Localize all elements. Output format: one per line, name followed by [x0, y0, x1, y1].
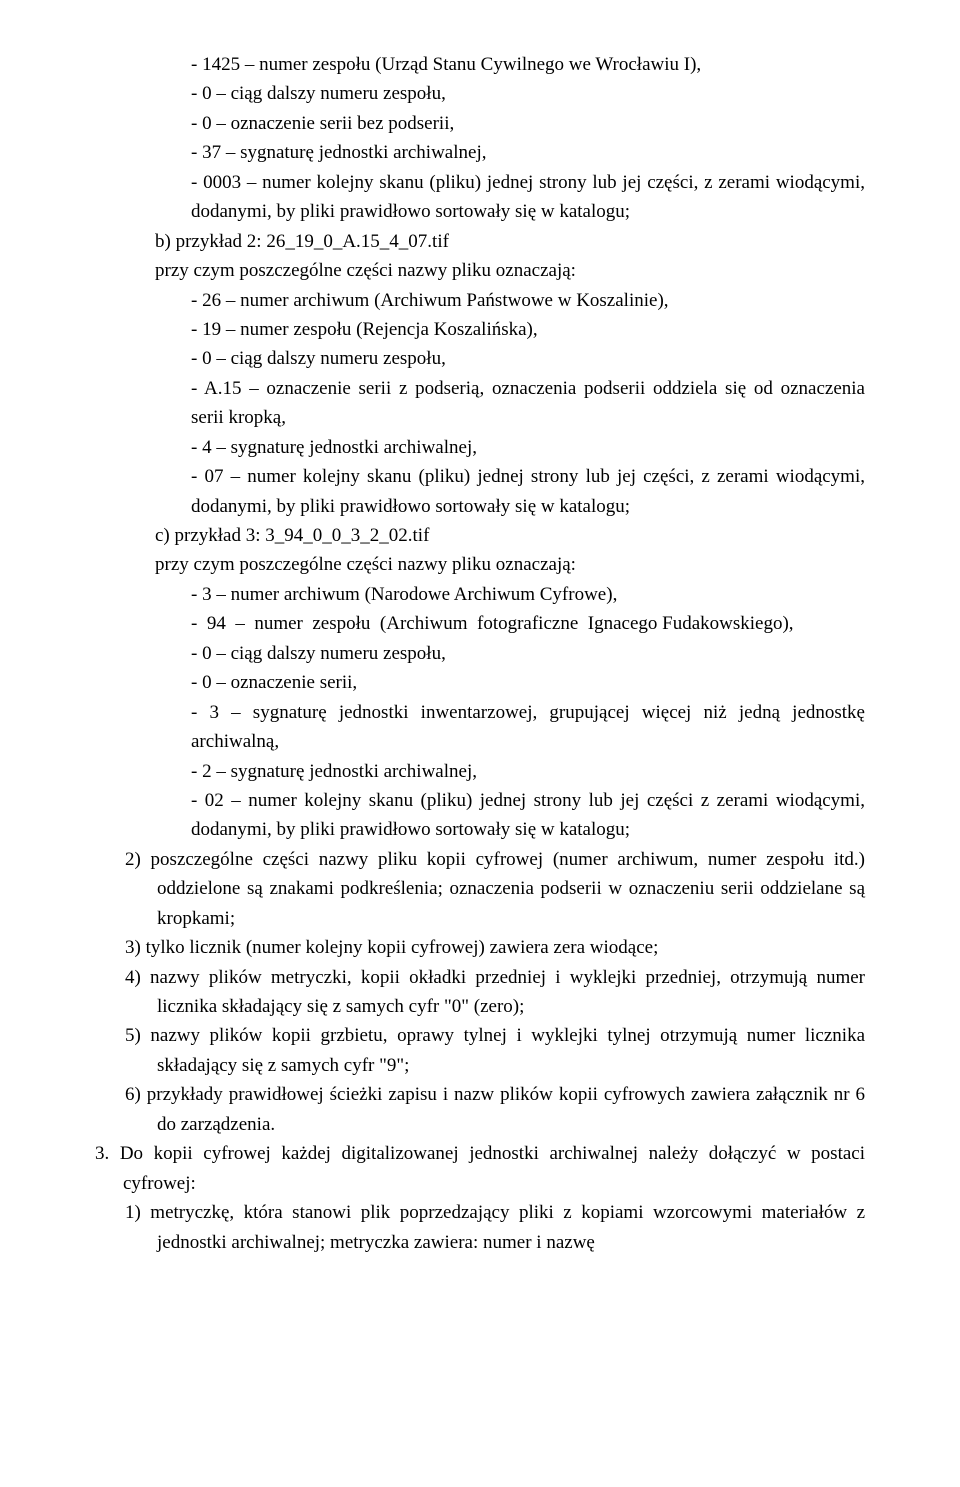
list-item: - 0 – oznaczenie serii, — [191, 668, 865, 697]
list-item: - 02 – numer kolejny skanu (pliku) jedne… — [191, 786, 865, 845]
numbered-item-6: 6) przykłady prawidłowej ścieżki zapisu … — [125, 1080, 865, 1139]
list-item: - 0 – ciąg dalszy numeru zespołu, — [191, 639, 865, 668]
list-item: - 1425 – numer zespołu (Urząd Stanu Cywi… — [191, 50, 865, 79]
numbered-item-5: 5) nazwy plików kopii grzbietu, oprawy t… — [125, 1021, 865, 1080]
list-item: - 94 – numer zespołu (Archiwum fotografi… — [191, 609, 865, 638]
list-item: - 0 – oznaczenie serii bez podserii, — [191, 109, 865, 138]
document-page: - 1425 – numer zespołu (Urząd Stanu Cywi… — [0, 0, 960, 1307]
sub-intro-b: przy czym poszczególne części nazwy plik… — [155, 256, 865, 285]
numbered-item-3: 3) tylko licznik (numer kolejny kopii cy… — [125, 933, 865, 962]
list-item: - 2 – sygnaturę jednostki archiwalnej, — [191, 757, 865, 786]
list-item: - 3 – sygnaturę jednostki inwentarzowej,… — [191, 698, 865, 757]
list-item: - A.15 – oznaczenie serii z podserią, oz… — [191, 374, 865, 433]
numbered-item-4: 4) nazwy plików metryczki, kopii okładki… — [125, 963, 865, 1022]
numbered-item-3-1: 1) metryczkę, która stanowi plik poprzed… — [125, 1198, 865, 1257]
sub-heading-b: b) przykład 2: 26_19_0_A.15_4_07.tif — [155, 227, 865, 256]
sub-heading-c: c) przykład 3: 3_94_0_0_3_2_02.tif — [155, 521, 865, 550]
list-item: - 19 – numer zespołu (Rejencja Koszalińs… — [191, 315, 865, 344]
list-item: - 0 – ciąg dalszy numeru zespołu, — [191, 79, 865, 108]
paragraph-3: 3. Do kopii cyfrowej każdej digitalizowa… — [95, 1139, 865, 1198]
list-item: - 0003 – numer kolejny skanu (pliku) jed… — [191, 168, 865, 227]
list-item: - 4 – sygnaturę jednostki archiwalnej, — [191, 433, 865, 462]
numbered-item-2: 2) poszczególne części nazwy pliku kopii… — [125, 845, 865, 933]
list-item: - 3 – numer archiwum (Narodowe Archiwum … — [191, 580, 865, 609]
sub-intro-c: przy czym poszczególne części nazwy plik… — [155, 550, 865, 579]
list-item: - 0 – ciąg dalszy numeru zespołu, — [191, 344, 865, 373]
list-item: - 07 – numer kolejny skanu (pliku) jedne… — [191, 462, 865, 521]
list-item: - 26 – numer archiwum (Archiwum Państwow… — [191, 286, 865, 315]
list-item: - 37 – sygnaturę jednostki archiwalnej, — [191, 138, 865, 167]
